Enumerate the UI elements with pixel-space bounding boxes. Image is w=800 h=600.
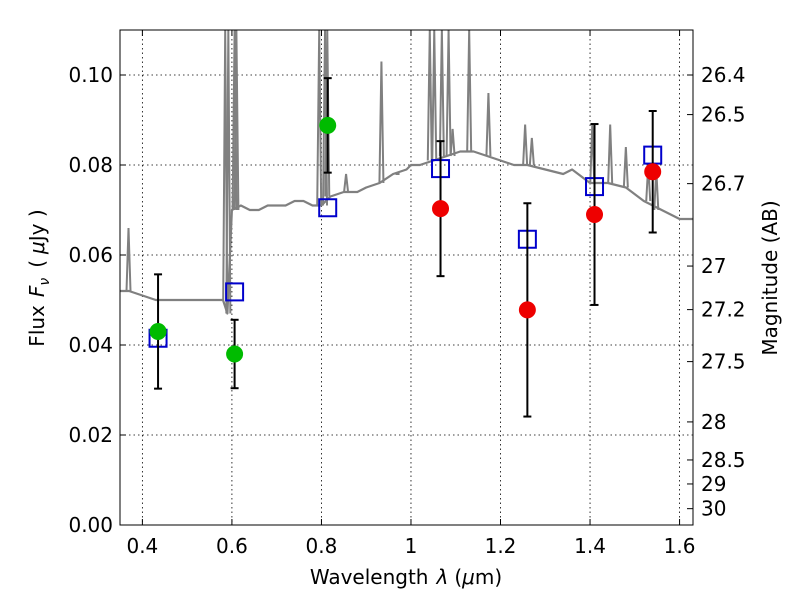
plot-frame: [119, 29, 694, 526]
observed-flux-point: [319, 116, 337, 134]
x-axis-label: Wavelength λ (μm): [310, 565, 502, 589]
spectrum-emission-line: [225, 30, 232, 314]
magnitude-tick-label: 27.2: [701, 298, 746, 322]
y-axis-label: Flux Fν ( μJy ): [25, 209, 53, 346]
x-tick-label: 1.4: [574, 534, 606, 558]
y-tick-label: 0.02: [68, 423, 113, 447]
observed-flux-point: [226, 345, 244, 363]
spectrum-line: [120, 150, 693, 315]
y-label-symbol: F: [25, 285, 49, 297]
y-tick-label: 0.08: [68, 153, 113, 177]
model-photometry-square: [225, 282, 245, 302]
observed-flux-point: [149, 323, 167, 340]
spectrum-emission-line: [622, 146, 629, 188]
axis-ticks: 0.4 0.6 0.8 1 1.2 1.4 1.6 0.00 0.02 0.04 0.06 0.08 0…: [68, 30, 746, 558]
spectrum-emission-line: [233, 30, 240, 211]
model-photometry-square: [318, 198, 338, 218]
x-tick-label: 1.6: [664, 534, 696, 558]
spectrum-emission-line: [316, 30, 323, 206]
magnitude-tick-label: 26.5: [701, 103, 746, 127]
y-label-rest: Jy ): [25, 209, 49, 243]
x-tick-label: 0.8: [306, 534, 338, 558]
x-tick-label: 0.4: [126, 534, 158, 558]
spectrum-emission-line: [426, 30, 433, 161]
y-label-text: Flux: [25, 305, 49, 347]
y-tick-label: 0.06: [68, 243, 113, 267]
x-tick-label: 0.6: [216, 534, 248, 558]
spectrum-emission-line: [431, 30, 438, 161]
marker-layer: [148, 77, 663, 418]
spectrum-emission-line: [125, 227, 132, 292]
spectrum-emission-line: [343, 173, 350, 193]
x-label-text: Wavelength: [310, 565, 429, 589]
spectrum-layer: [120, 30, 693, 315]
magnitude-axis-label: Magnitude (AB): [758, 200, 782, 355]
x-label-mu: μ: [461, 565, 475, 589]
y-label-mu: μ: [25, 241, 49, 255]
spectrum-emission-line: [438, 30, 445, 157]
y-label-open: (: [25, 260, 49, 268]
plot-area: [120, 30, 693, 418]
magnitude-tick-label: 28: [701, 410, 726, 434]
y-tick-label: 0.00: [68, 513, 113, 537]
x-tick-label: 1.2: [485, 534, 517, 558]
magnitude-tick-label: 26.7: [701, 172, 746, 196]
spectrum-emission-line: [528, 137, 535, 166]
magnitude-tick-label: 26.4: [701, 63, 746, 87]
x-label-open: (: [454, 565, 462, 589]
x-label-rest: m): [475, 565, 502, 589]
spectrum-emission-line: [466, 30, 473, 152]
magnitude-tick-label: 30: [701, 497, 726, 521]
spectrum-emission-line: [607, 124, 614, 184]
spectrum-emission-line: [522, 124, 529, 166]
magnitude-tick-label: 29: [701, 472, 726, 496]
spectrum-emission-line: [449, 128, 456, 157]
magnitude-tick-label: 27: [701, 254, 726, 278]
x-label-symbol: λ: [435, 565, 448, 589]
observed-flux-point: [518, 301, 536, 319]
observed-flux-point: [432, 200, 450, 218]
x-tick-label: 1: [405, 534, 418, 558]
spectrum-emission-line: [378, 61, 385, 184]
observed-flux-point: [644, 163, 662, 181]
magnitude-tick-label: 28.5: [701, 448, 746, 472]
grid-lines: [120, 30, 693, 526]
observed-flux-point: [586, 206, 604, 223]
y-label-subscript: ν: [37, 278, 53, 286]
y-tick-label: 0.10: [68, 63, 113, 87]
spectrum-emission-line: [445, 30, 452, 157]
magnitude-tick-label: 27.5: [701, 350, 746, 374]
spectrum-emission-line: [485, 92, 492, 157]
y-tick-label: 0.04: [68, 333, 113, 357]
